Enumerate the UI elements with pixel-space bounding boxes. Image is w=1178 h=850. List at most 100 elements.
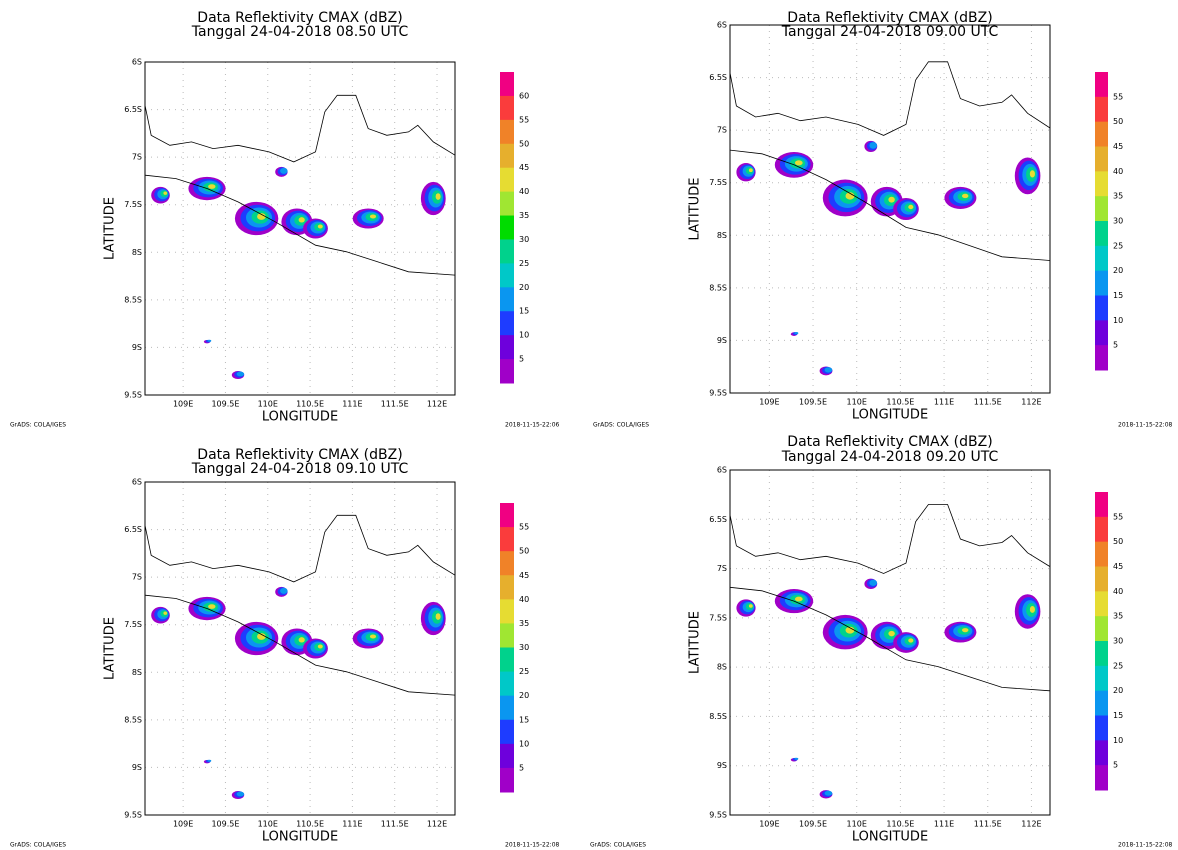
colorbar-segment <box>1095 641 1108 667</box>
x-tick-label: 111.5E <box>974 398 1002 407</box>
y-axis-label: LATITUDE <box>688 178 703 241</box>
colorbar-segment <box>500 72 514 97</box>
colorbar-segment <box>1095 566 1108 592</box>
x-tick-label: 112E <box>427 400 447 409</box>
radar-echo <box>794 596 803 602</box>
colorbar-segment <box>500 239 514 264</box>
x-tick-label: 110.5E <box>296 820 324 829</box>
coastline <box>144 174 456 276</box>
colorbar-label: 50 <box>1113 537 1123 546</box>
colorbar-segment <box>500 599 514 624</box>
x-tick-label: 110E <box>258 820 278 829</box>
radar-echo <box>280 167 288 174</box>
colorbar-segment <box>500 743 514 769</box>
colorbar-label: 35 <box>1113 612 1123 621</box>
x-tick-label: 110.5E <box>296 400 324 409</box>
colorbar-segment <box>1095 492 1108 518</box>
y-tick-label: 9.5S <box>124 391 142 400</box>
y-tick-label: 9.5S <box>124 811 142 820</box>
colorbar-segment <box>500 719 514 745</box>
colorbar-label: 35 <box>519 211 529 220</box>
timestamp: 2018-11-15-22:08 <box>1118 422 1173 429</box>
y-tick-label: 9S <box>717 761 727 770</box>
x-tick-label: 112E <box>1021 820 1041 829</box>
colorbar-label: 30 <box>519 643 529 652</box>
x-axis-label: LONGITUDE <box>262 410 338 425</box>
x-tick-label: 112E <box>1021 398 1041 407</box>
radar-echo <box>845 626 855 634</box>
colorbar-segment <box>500 575 514 600</box>
y-tick-label: 8S <box>132 248 142 257</box>
map-panel: Data Reflektivity CMAX (dBZ)Tanggal 24-0… <box>10 447 560 849</box>
colorbar-segment <box>500 215 514 240</box>
map-frame <box>729 469 1051 816</box>
radar-echo <box>748 604 753 608</box>
radar-echo <box>908 638 914 643</box>
radar-echo <box>317 644 323 649</box>
x-tick-label: 109.5E <box>799 820 827 829</box>
x-tick-label: 109E <box>759 820 779 829</box>
panel-title: Data Reflektivity CMAX (dBZ) <box>787 434 992 450</box>
colorbar-label: 5 <box>1113 341 1118 350</box>
colorbar-segment <box>1095 121 1108 147</box>
x-tick-label: 111E <box>342 820 362 829</box>
colorbar-label: 25 <box>1113 241 1123 250</box>
radar-echo <box>869 142 878 149</box>
x-tick-label: 110E <box>847 820 867 829</box>
radar-echo <box>435 613 441 620</box>
y-tick-label: 9S <box>717 336 727 345</box>
y-tick-label: 7.5S <box>709 613 727 622</box>
radar-echo <box>794 757 799 760</box>
x-axis-label: LONGITUDE <box>262 830 338 845</box>
colorbar-segment <box>500 335 514 360</box>
radar-echo <box>435 193 441 200</box>
colorbar-label: 20 <box>1113 686 1123 695</box>
colorbar-segment <box>1095 591 1108 617</box>
colorbar-label: 25 <box>519 259 529 268</box>
x-tick-label: 110E <box>847 398 867 407</box>
colorbar-segment <box>500 311 514 336</box>
colorbar-segment <box>500 767 514 793</box>
radar-echo <box>236 371 245 377</box>
colorbar-segment <box>500 119 514 145</box>
x-tick-label: 112E <box>427 820 447 829</box>
x-tick-label: 111.5E <box>381 820 409 829</box>
map-panel: Data Reflektivity CMAX (dBZ)Tanggal 24-0… <box>593 10 1173 429</box>
x-tick-label: 111.5E <box>381 400 409 409</box>
colorbar-label: 10 <box>1113 316 1123 325</box>
colorbar-segment <box>1095 245 1108 272</box>
y-tick-label: 9S <box>132 343 142 352</box>
colorbar-label: 45 <box>1113 562 1123 571</box>
y-tick-label: 8.5S <box>709 712 727 721</box>
radar-echo <box>369 634 377 639</box>
coastline <box>729 586 1051 692</box>
x-axis-label: LONGITUDE <box>852 408 928 423</box>
y-tick-label: 9.5S <box>709 389 727 398</box>
colorbar-segment <box>500 287 514 312</box>
x-tick-label: 109.5E <box>211 400 239 409</box>
y-tick-label: 6S <box>132 478 142 487</box>
radar-echo <box>208 184 216 189</box>
y-tick-label: 7S <box>132 573 142 582</box>
y-tick-label: 8S <box>717 663 727 672</box>
radar-echo <box>1029 170 1035 178</box>
colorbar-segment <box>500 551 514 576</box>
y-axis-label: LATITUDE <box>103 617 118 680</box>
map-frame <box>729 24 1051 394</box>
colorbar-label: 40 <box>1113 167 1123 176</box>
panel-title: Tanggal 24-04-2018 08.50 UTC <box>191 24 409 40</box>
colorbar-segment <box>1095 616 1108 642</box>
colorbar-segment <box>1095 690 1108 716</box>
y-tick-label: 6S <box>717 466 727 475</box>
coastline <box>144 94 456 163</box>
radar-echo <box>824 367 833 373</box>
radar-echo <box>236 791 245 797</box>
y-tick-label: 8.5S <box>124 295 142 304</box>
x-axis-label: LONGITUDE <box>852 830 928 845</box>
y-tick-label: 8S <box>132 668 142 677</box>
y-tick-label: 7S <box>132 153 142 162</box>
x-tick-label: 111E <box>934 820 954 829</box>
y-tick-label: 9S <box>132 763 142 772</box>
colorbar-segment <box>1095 221 1108 247</box>
